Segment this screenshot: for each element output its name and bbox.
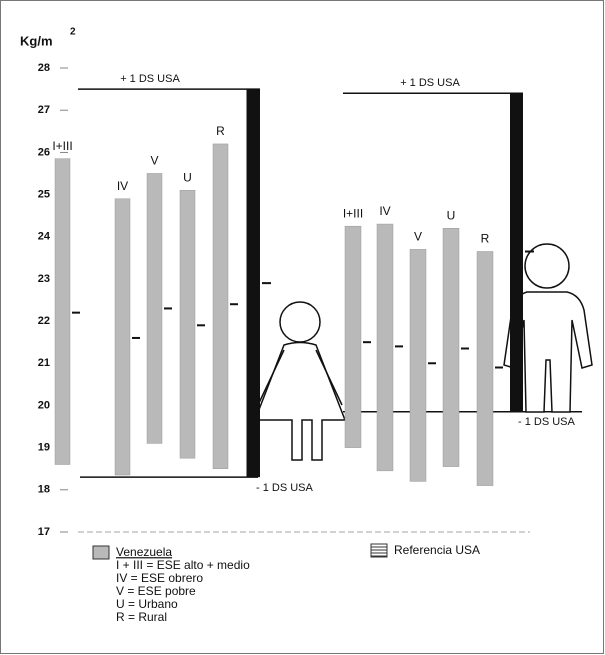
bar	[179, 190, 196, 459]
bar-label: IV	[117, 179, 128, 193]
legend-note: V = ESE pobre	[116, 584, 196, 598]
bar	[114, 198, 131, 476]
y-tick-label: 23	[38, 273, 50, 285]
y-axis-label: Kg/m	[20, 33, 53, 48]
y-tick-label: 25	[38, 188, 50, 200]
woman-figure	[253, 301, 347, 461]
legend-usa: Referencia USA	[394, 543, 480, 557]
y-tick-label: 27	[38, 104, 50, 116]
bar	[212, 143, 229, 469]
legend-note: I + III = ESE alto + medio	[116, 558, 250, 572]
bar	[376, 223, 394, 472]
legend-note: U = Urbano	[116, 597, 178, 611]
bar-label: V	[414, 230, 422, 244]
y-tick-label: 21	[38, 357, 50, 369]
legend-swatch-usa	[370, 543, 388, 558]
legend-swatch-venezuela	[92, 545, 110, 560]
reference-bar	[510, 93, 523, 412]
y-tick-label: 26	[38, 146, 50, 158]
legend-venezuela: Venezuela	[116, 545, 172, 559]
legend-note: IV = ESE obrero	[116, 571, 203, 585]
bar	[409, 249, 427, 482]
reference-low-label: - 1 DS USA	[256, 482, 314, 494]
reference-low-label: - 1 DS USA	[518, 416, 576, 428]
bar	[344, 225, 362, 448]
bar-label: R	[481, 232, 490, 246]
bar-label: U	[183, 170, 192, 184]
y-tick-label: 28	[38, 62, 50, 74]
y-tick-label: 19	[38, 442, 50, 454]
y-tick-label: 20	[38, 399, 50, 411]
y-tick-label: 17	[38, 526, 50, 538]
bar	[476, 251, 494, 486]
bar-label: IV	[379, 204, 390, 218]
y-tick-label: 22	[38, 315, 50, 327]
reference-high-label: + 1 DS USA	[400, 77, 460, 89]
bar-label: R	[216, 124, 225, 138]
bar-label: I+III	[343, 206, 363, 220]
bar	[146, 173, 163, 444]
bar-label: U	[447, 208, 456, 222]
reference-bar	[247, 89, 260, 478]
bar-label: I+III	[52, 139, 72, 153]
y-axis-label-sup: 2	[70, 27, 76, 38]
legend-note: R = Rural	[116, 610, 167, 624]
bar	[54, 158, 71, 465]
reference-high-label: + 1 DS USA	[120, 73, 180, 85]
y-tick-label: 24	[38, 231, 51, 243]
bar	[442, 228, 460, 467]
bar-label: V	[150, 154, 158, 168]
y-tick-label: 18	[38, 484, 50, 496]
